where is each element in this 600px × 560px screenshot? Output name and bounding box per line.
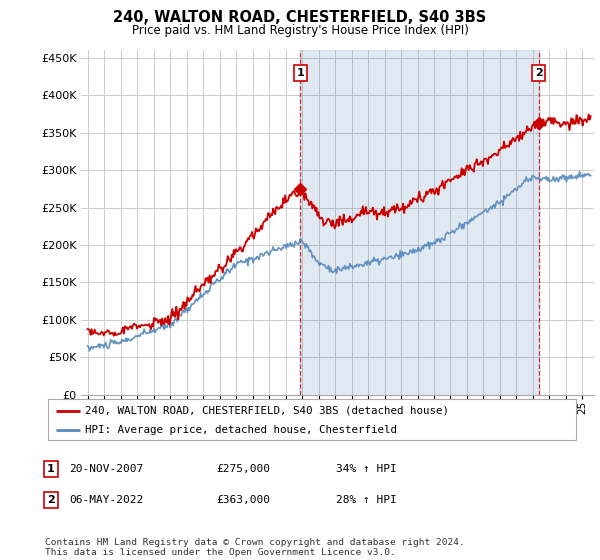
Text: HPI: Average price, detached house, Chesterfield: HPI: Average price, detached house, Ches…	[85, 425, 397, 435]
Text: 240, WALTON ROAD, CHESTERFIELD, S40 3BS: 240, WALTON ROAD, CHESTERFIELD, S40 3BS	[113, 10, 487, 25]
Text: 06-MAY-2022: 06-MAY-2022	[69, 495, 143, 505]
Text: Price paid vs. HM Land Registry's House Price Index (HPI): Price paid vs. HM Land Registry's House …	[131, 24, 469, 36]
Text: 2: 2	[535, 68, 542, 78]
Text: 20-NOV-2007: 20-NOV-2007	[69, 464, 143, 474]
Text: 28% ↑ HPI: 28% ↑ HPI	[336, 495, 397, 505]
Text: £363,000: £363,000	[216, 495, 270, 505]
Text: £275,000: £275,000	[216, 464, 270, 474]
Text: 1: 1	[47, 464, 55, 474]
Text: Contains HM Land Registry data © Crown copyright and database right 2024.
This d: Contains HM Land Registry data © Crown c…	[45, 538, 465, 557]
Text: 34% ↑ HPI: 34% ↑ HPI	[336, 464, 397, 474]
Text: 240, WALTON ROAD, CHESTERFIELD, S40 3BS (detached house): 240, WALTON ROAD, CHESTERFIELD, S40 3BS …	[85, 405, 449, 416]
Text: 1: 1	[296, 68, 304, 78]
Text: 2: 2	[47, 495, 55, 505]
Bar	[301, 50, 539, 395]
